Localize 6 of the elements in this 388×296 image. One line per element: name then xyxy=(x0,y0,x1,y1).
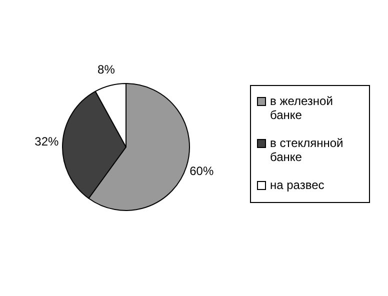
legend-label: в железной банке xyxy=(270,94,334,122)
legend-label: в стеклянной банке xyxy=(270,136,344,164)
data-label: 32% xyxy=(34,134,59,148)
data-label: 8% xyxy=(98,62,116,76)
legend-label: на развес xyxy=(270,178,324,192)
data-label: 60% xyxy=(190,164,214,178)
